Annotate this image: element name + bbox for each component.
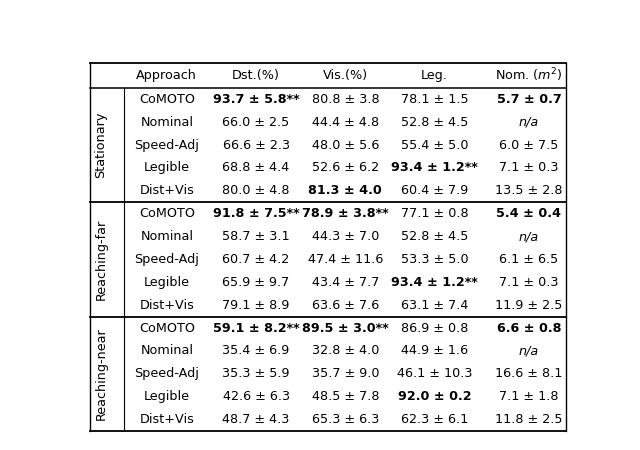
Text: 47.4 ± 11.6: 47.4 ± 11.6 — [308, 253, 383, 266]
Text: 7.1 ± 0.3: 7.1 ± 0.3 — [499, 162, 559, 175]
Text: 44.3 ± 7.0: 44.3 ± 7.0 — [312, 230, 379, 243]
Text: 86.9 ± 0.8: 86.9 ± 0.8 — [401, 322, 468, 335]
Text: 89.5 ± 3.0**: 89.5 ± 3.0** — [302, 322, 388, 335]
Text: 11.9 ± 2.5: 11.9 ± 2.5 — [495, 299, 563, 312]
Text: 66.6 ± 2.3: 66.6 ± 2.3 — [223, 139, 290, 152]
Text: 81.3 ± 4.0: 81.3 ± 4.0 — [308, 184, 382, 198]
Text: Legible: Legible — [144, 162, 190, 175]
Text: 35.7 ± 9.0: 35.7 ± 9.0 — [312, 367, 379, 380]
Text: 7.1 ± 1.8: 7.1 ± 1.8 — [499, 390, 559, 403]
Text: 53.3 ± 5.0: 53.3 ± 5.0 — [401, 253, 468, 266]
Text: 79.1 ± 8.9: 79.1 ± 8.9 — [222, 299, 290, 312]
Text: Nominal: Nominal — [140, 116, 193, 129]
Text: Dist+Vis: Dist+Vis — [140, 184, 194, 198]
Text: 48.0 ± 5.6: 48.0 ± 5.6 — [312, 139, 379, 152]
Text: Reaching-near: Reaching-near — [94, 328, 108, 420]
Text: 65.9 ± 9.7: 65.9 ± 9.7 — [223, 276, 290, 289]
Text: 7.1 ± 0.3: 7.1 ± 0.3 — [499, 276, 559, 289]
Text: Nom. ($m^2$): Nom. ($m^2$) — [495, 67, 563, 84]
Text: Dist+Vis: Dist+Vis — [140, 299, 194, 312]
Text: 6.1 ± 6.5: 6.1 ± 6.5 — [499, 253, 559, 266]
Text: 11.8 ± 2.5: 11.8 ± 2.5 — [495, 413, 563, 426]
Text: 80.0 ± 4.8: 80.0 ± 4.8 — [222, 184, 290, 198]
Text: 48.7 ± 4.3: 48.7 ± 4.3 — [222, 413, 290, 426]
Text: n/a: n/a — [519, 344, 539, 357]
Text: Leg.: Leg. — [421, 69, 448, 82]
Text: Approach: Approach — [136, 69, 197, 82]
Text: 52.6 ± 6.2: 52.6 ± 6.2 — [312, 162, 379, 175]
Text: Speed-Adj: Speed-Adj — [134, 139, 199, 152]
Text: 65.3 ± 6.3: 65.3 ± 6.3 — [312, 413, 379, 426]
Text: Legible: Legible — [144, 276, 190, 289]
Text: Reaching-far: Reaching-far — [94, 219, 108, 300]
Text: 63.1 ± 7.4: 63.1 ± 7.4 — [401, 299, 468, 312]
Text: Dst.(%): Dst.(%) — [232, 69, 280, 82]
Text: 55.4 ± 5.0: 55.4 ± 5.0 — [401, 139, 468, 152]
Text: 52.8 ± 4.5: 52.8 ± 4.5 — [401, 230, 468, 243]
Text: 93.4 ± 1.2**: 93.4 ± 1.2** — [391, 162, 478, 175]
Text: 42.6 ± 6.3: 42.6 ± 6.3 — [223, 390, 290, 403]
Text: 68.8 ± 4.4: 68.8 ± 4.4 — [223, 162, 290, 175]
Text: 60.7 ± 4.2: 60.7 ± 4.2 — [223, 253, 290, 266]
Text: 32.8 ± 4.0: 32.8 ± 4.0 — [312, 344, 379, 357]
Text: Dist+Vis: Dist+Vis — [140, 413, 194, 426]
Text: 63.6 ± 7.6: 63.6 ± 7.6 — [312, 299, 379, 312]
Text: Speed-Adj: Speed-Adj — [134, 367, 199, 380]
Text: 44.9 ± 1.6: 44.9 ± 1.6 — [401, 344, 468, 357]
Text: 93.4 ± 1.2**: 93.4 ± 1.2** — [391, 276, 478, 289]
Text: 46.1 ± 10.3: 46.1 ± 10.3 — [397, 367, 472, 380]
Text: 6.0 ± 7.5: 6.0 ± 7.5 — [499, 139, 559, 152]
Text: 91.8 ± 7.5**: 91.8 ± 7.5** — [212, 207, 300, 220]
Text: 43.4 ± 7.7: 43.4 ± 7.7 — [312, 276, 379, 289]
Text: 78.1 ± 1.5: 78.1 ± 1.5 — [401, 93, 468, 106]
Text: 52.8 ± 4.5: 52.8 ± 4.5 — [401, 116, 468, 129]
Text: 59.1 ± 8.2**: 59.1 ± 8.2** — [212, 322, 300, 335]
Text: 80.8 ± 3.8: 80.8 ± 3.8 — [312, 93, 379, 106]
Text: 48.5 ± 7.8: 48.5 ± 7.8 — [312, 390, 379, 403]
Text: 44.4 ± 4.8: 44.4 ± 4.8 — [312, 116, 379, 129]
Text: Vis.(%): Vis.(%) — [323, 69, 368, 82]
Text: 66.0 ± 2.5: 66.0 ± 2.5 — [223, 116, 290, 129]
Text: n/a: n/a — [519, 230, 539, 243]
Text: 5.7 ± 0.7: 5.7 ± 0.7 — [497, 93, 561, 106]
Text: CoMOTO: CoMOTO — [139, 207, 195, 220]
Text: 35.4 ± 6.9: 35.4 ± 6.9 — [223, 344, 290, 357]
Text: n/a: n/a — [519, 116, 539, 129]
Text: Speed-Adj: Speed-Adj — [134, 253, 199, 266]
Text: 5.4 ± 0.4: 5.4 ± 0.4 — [497, 207, 561, 220]
Text: 6.6 ± 0.8: 6.6 ± 0.8 — [497, 322, 561, 335]
Text: CoMOTO: CoMOTO — [139, 322, 195, 335]
Text: 92.0 ± 0.2: 92.0 ± 0.2 — [398, 390, 472, 403]
Text: 35.3 ± 5.9: 35.3 ± 5.9 — [222, 367, 290, 380]
Text: 77.1 ± 0.8: 77.1 ± 0.8 — [401, 207, 468, 220]
Text: CoMOTO: CoMOTO — [139, 93, 195, 106]
Text: 58.7 ± 3.1: 58.7 ± 3.1 — [222, 230, 290, 243]
Text: Legible: Legible — [144, 390, 190, 403]
Text: 16.6 ± 8.1: 16.6 ± 8.1 — [495, 367, 563, 380]
Text: 62.3 ± 6.1: 62.3 ± 6.1 — [401, 413, 468, 426]
Text: 78.9 ± 3.8**: 78.9 ± 3.8** — [302, 207, 388, 220]
Text: 13.5 ± 2.8: 13.5 ± 2.8 — [495, 184, 563, 198]
Text: 60.4 ± 7.9: 60.4 ± 7.9 — [401, 184, 468, 198]
Text: Nominal: Nominal — [140, 344, 193, 357]
Text: Stationary: Stationary — [94, 112, 108, 178]
Text: Nominal: Nominal — [140, 230, 193, 243]
Text: 93.7 ± 5.8**: 93.7 ± 5.8** — [212, 93, 300, 106]
